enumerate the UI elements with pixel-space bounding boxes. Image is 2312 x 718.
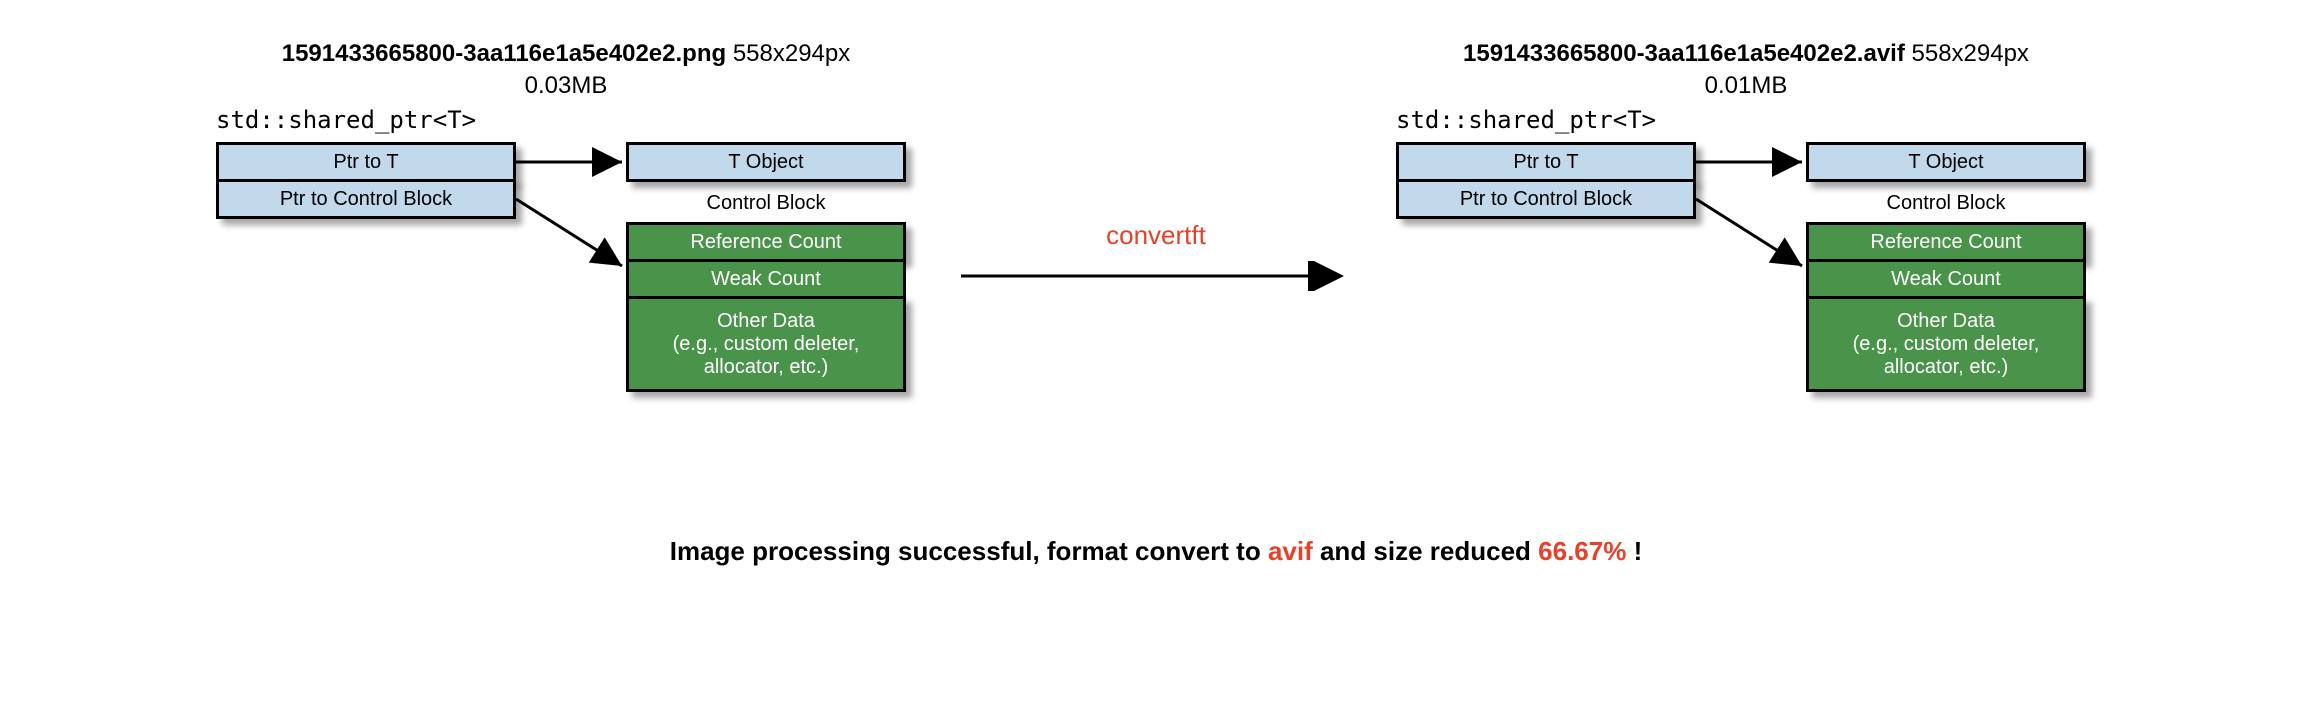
comparison-row: 1591433665800-3aa116e1a5e402e2.png 558x2… bbox=[0, 40, 2312, 506]
source-dimensions: 558x294px bbox=[733, 40, 850, 67]
ptr-to-control-block-box: Ptr to Control Block bbox=[1396, 179, 1696, 219]
target-filesize: 0.01MB bbox=[1705, 72, 1788, 100]
target-filename: 1591433665800-3aa116e1a5e402e2.avif bbox=[1463, 40, 1905, 67]
source-filesize: 0.03MB bbox=[525, 72, 608, 100]
target-dimensions: 558x294px bbox=[1912, 40, 2029, 67]
control-block-label: Control Block bbox=[626, 192, 906, 215]
other-line1: Other Data bbox=[1897, 310, 1995, 333]
source-diagram: std::shared_ptr<T> Ptr to T Ptr to Contr… bbox=[206, 106, 926, 506]
other-line3: allocator, etc.) bbox=[704, 356, 829, 379]
convert-arrow-icon bbox=[956, 261, 1356, 291]
other-data-box: Other Data (e.g., custom deleter, alloca… bbox=[1806, 296, 2086, 392]
convert-label: convertft bbox=[1106, 220, 1206, 251]
source-panel: 1591433665800-3aa116e1a5e402e2.png 558x2… bbox=[186, 40, 946, 506]
ptr-to-t-box: Ptr to T bbox=[216, 142, 516, 182]
source-caption: 1591433665800-3aa116e1a5e402e2.png 558x2… bbox=[282, 40, 851, 68]
ptr-to-t-box: Ptr to T bbox=[1396, 142, 1696, 182]
other-data-box: Other Data (e.g., custom deleter, alloca… bbox=[626, 296, 906, 392]
type-label: std::shared_ptr<T> bbox=[1396, 106, 1656, 134]
footer-percent: 66.67% bbox=[1538, 536, 1626, 566]
weak-count-box: Weak Count bbox=[1806, 259, 2086, 299]
result-message: Image processing successful, format conv… bbox=[670, 536, 1642, 567]
other-line3: allocator, etc.) bbox=[1884, 356, 2009, 379]
reference-count-box: Reference Count bbox=[1806, 222, 2086, 262]
target-caption: 1591433665800-3aa116e1a5e402e2.avif 558x… bbox=[1463, 40, 2029, 68]
other-line2: (e.g., custom deleter, bbox=[1853, 333, 2040, 356]
other-line2: (e.g., custom deleter, bbox=[673, 333, 860, 356]
footer-format: avif bbox=[1268, 536, 1313, 566]
t-object-box: T Object bbox=[626, 142, 906, 182]
convert-middle: convertft bbox=[946, 220, 1366, 291]
ptr-to-control-block-box: Ptr to Control Block bbox=[216, 179, 516, 219]
footer-mid: and size reduced bbox=[1313, 536, 1538, 566]
other-line1: Other Data bbox=[717, 310, 815, 333]
control-block-label: Control Block bbox=[1806, 192, 2086, 215]
t-object-box: T Object bbox=[1806, 142, 2086, 182]
type-label: std::shared_ptr<T> bbox=[216, 106, 476, 134]
reference-count-box: Reference Count bbox=[626, 222, 906, 262]
weak-count-box: Weak Count bbox=[626, 259, 906, 299]
source-filename: 1591433665800-3aa116e1a5e402e2.png bbox=[282, 40, 726, 67]
footer-suffix: ! bbox=[1626, 536, 1642, 566]
footer-prefix: Image processing successful, format conv… bbox=[670, 536, 1268, 566]
target-panel: 1591433665800-3aa116e1a5e402e2.avif 558x… bbox=[1366, 40, 2126, 506]
target-diagram: std::shared_ptr<T> Ptr to T Ptr to Contr… bbox=[1386, 106, 2106, 506]
page-container: 1591433665800-3aa116e1a5e402e2.png 558x2… bbox=[0, 0, 2312, 567]
